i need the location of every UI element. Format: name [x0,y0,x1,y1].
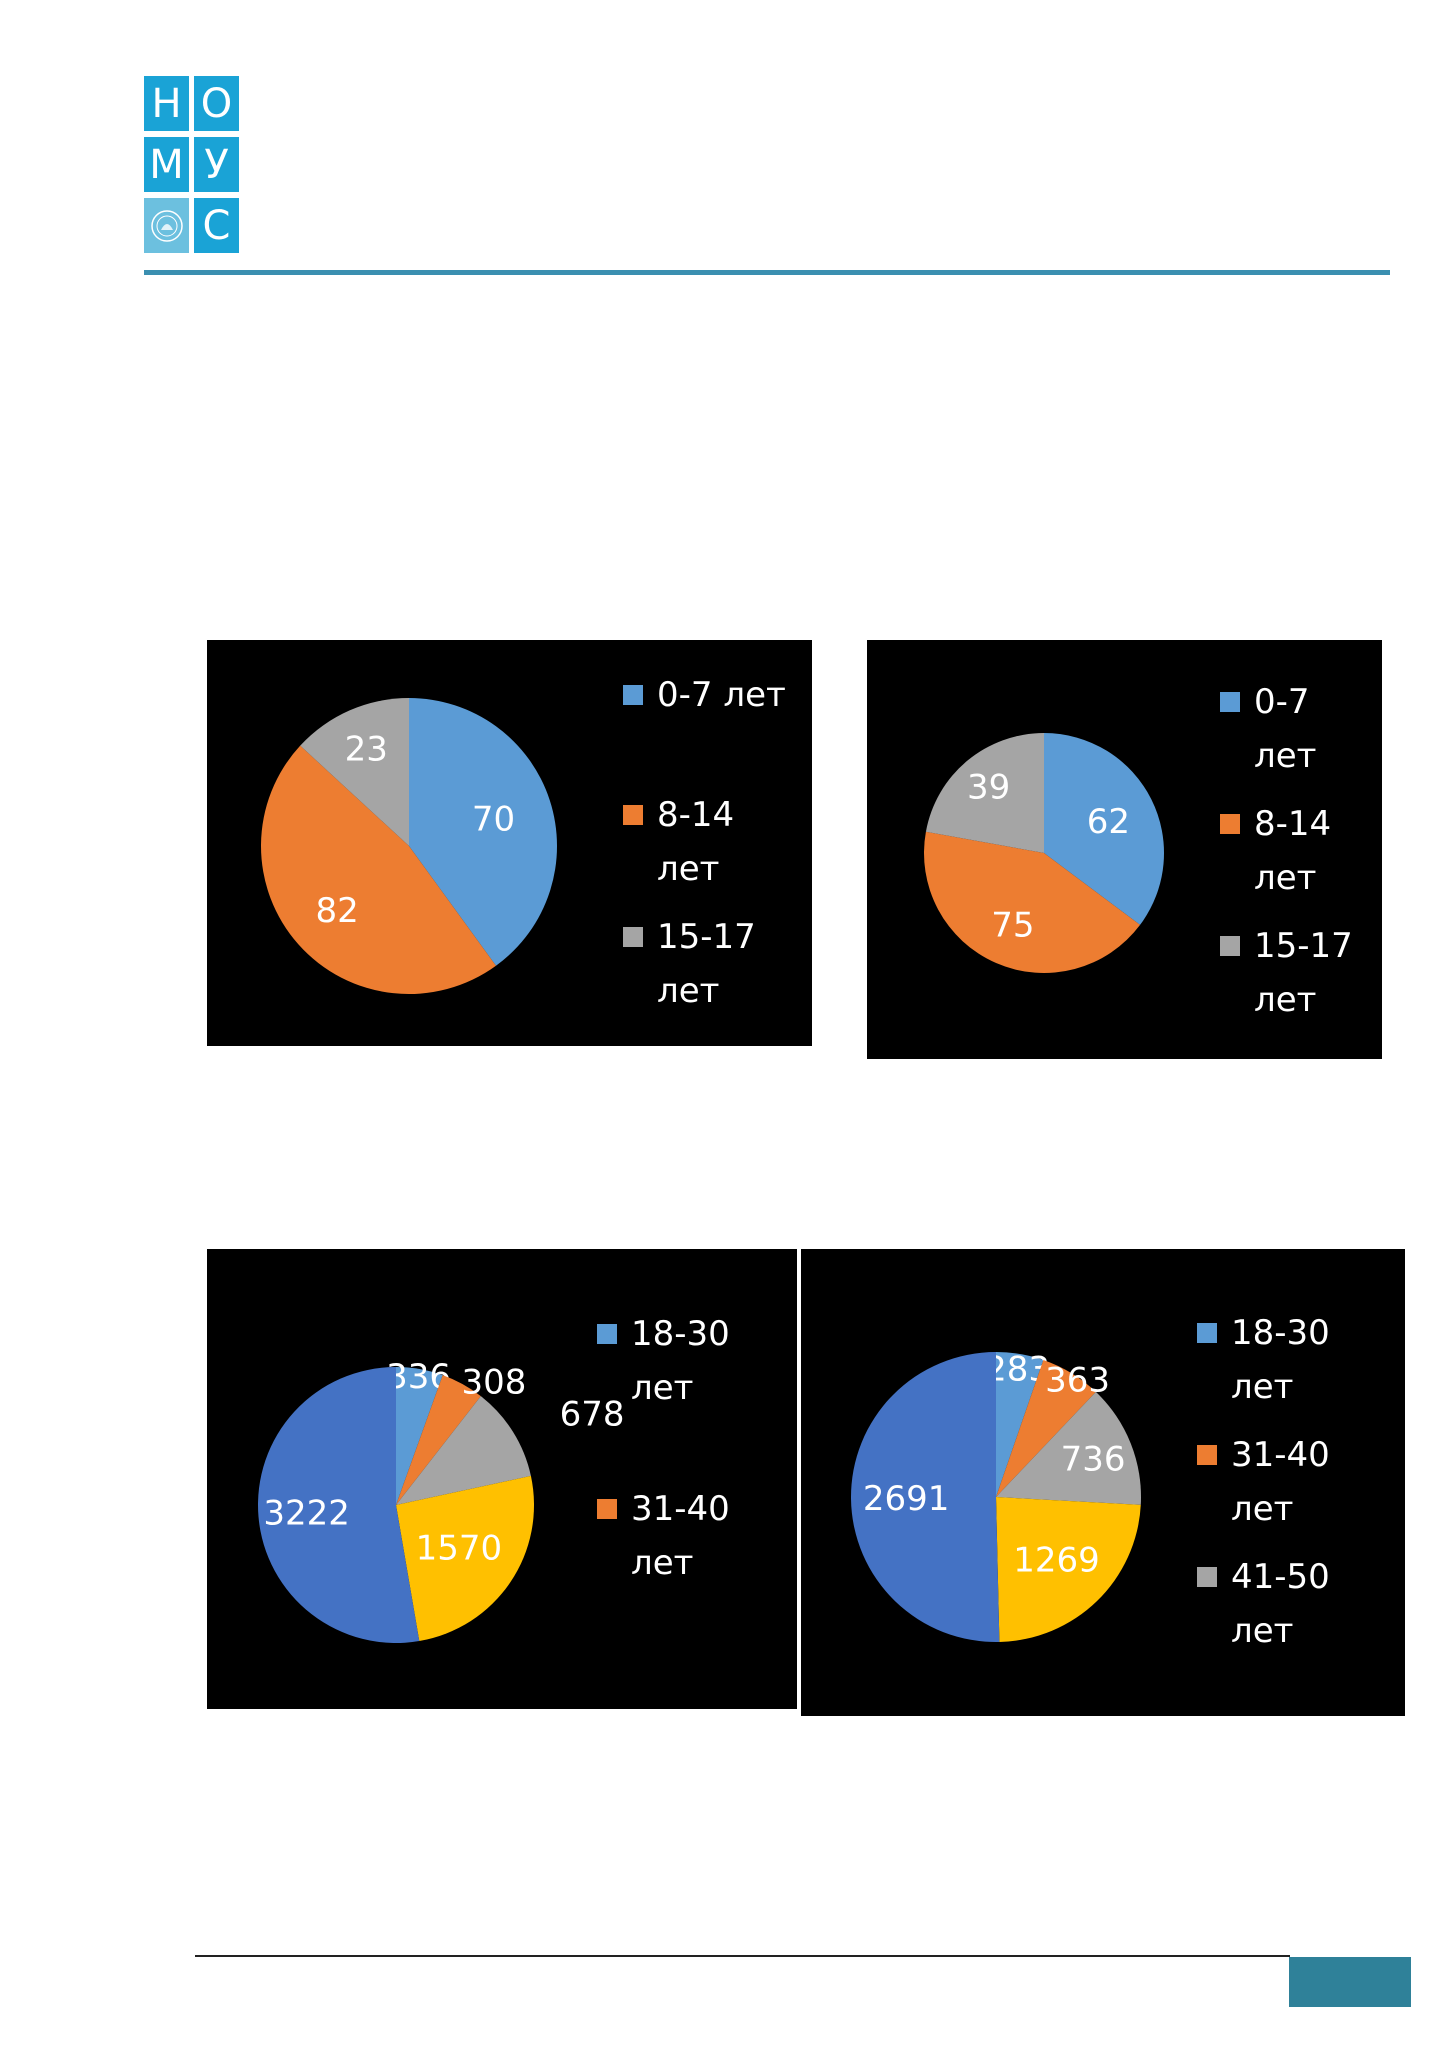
pie-chart-adults-1: 336 308 678 1570 3222 18-30 лет 31-40 лет [207,1249,797,1709]
pie-slice-3 [996,1497,1141,1642]
slice-value-label-3: 1570 [416,1529,503,1569]
pie-slice-4 [850,1352,1000,1642]
pie-chart-children-2: 62 75 39 0-7 лет 8-14 лет 15-17 лет [867,640,1382,1059]
pie-slice-0 [409,698,557,966]
pie-slice-2 [996,1391,1141,1505]
legend-swatch [623,805,643,825]
pie-slice-0 [996,1352,1044,1497]
legend-label: 8-14 лет [1254,804,1332,898]
legend-swatch [623,927,643,947]
pie-slice-2 [300,698,409,846]
logo-letter-u: У [194,137,239,192]
slice-value-label-4: 2691 [863,1479,950,1519]
slice-value-label-2: 39 [967,768,1010,808]
pie-slice-0 [396,1367,443,1505]
pie-slice-2 [925,733,1044,853]
header-rule [144,270,1390,275]
logo-letter-s: С [194,198,239,253]
slice-value-label-2: 678 [560,1394,625,1434]
slice-value-label-3: 1269 [1013,1540,1100,1580]
legend-swatch [1197,1445,1217,1465]
legend-label: 31-40 лет [1231,1435,1330,1529]
slice-value-label-1: 363 [1045,1360,1110,1400]
legend-swatch [1197,1567,1217,1587]
pie-chart-2-svg: 62 75 39 [924,733,1164,974]
slice-value-label-1: 75 [991,906,1034,946]
legend-label: 15-17 лет [657,917,756,1011]
legend-label: 41-50 лет [1231,1557,1330,1651]
slice-value-label-1: 308 [461,1363,526,1403]
legend-label: 31-40 лет [631,1489,730,1583]
legend-swatch [1220,814,1240,834]
legend-label: 8-14 лет [657,795,735,889]
logo-letter-n: Н [144,76,189,131]
pie-slice-0 [1044,733,1164,925]
legend-swatch [623,685,643,705]
slice-value-label-2: 736 [1061,1439,1126,1479]
legend-swatch [1197,1323,1217,1343]
slice-value-label-2: 23 [345,729,388,769]
pie-chart-children-1: 70 82 23 0-7 лет 8-14 лет 15-17 лет [207,640,812,1046]
slice-value-label-0: 62 [1087,802,1130,842]
legend-label: 0-7 лет [657,675,786,715]
nomus-logo: Н О М У С [144,76,240,256]
chart-divider [797,1260,801,1728]
slice-value-label-0: 70 [472,800,515,840]
footer-rule [195,1955,1290,1957]
legend-swatch [1220,936,1240,956]
page-number-tab [1289,1957,1411,2007]
logo-letter-m: М [144,137,189,192]
pie-slice-4 [258,1367,420,1643]
legend-swatch [597,1324,617,1344]
pie-slice-1 [996,1359,1096,1497]
legend-label: 0-7 лет [1254,682,1317,776]
pie-slice-1 [396,1375,481,1505]
legend-label: 18-30 лет [631,1314,730,1408]
legend-label: 18-30 лет [1231,1313,1330,1407]
pie-slice-2 [396,1396,531,1505]
pie-chart-adults-2: 283 363 736 1269 2691 18-30 лет 31-40 лет 41-50 л… [801,1249,1405,1716]
legend-swatch [1220,692,1240,712]
pie-slice-3 [396,1475,534,1642]
pie-chart-1-svg: 70 82 23 [260,698,557,995]
legend-swatch [597,1499,617,1519]
logo-letter-o: О [194,76,239,131]
emblem-seal-icon [144,198,189,253]
pie-slice-1 [260,745,496,995]
legend-label: 15-17 лет [1254,926,1353,1020]
slice-value-label-4: 3222 [263,1494,350,1534]
slice-value-label-1: 82 [315,891,358,931]
pie-slice-1 [924,831,1141,974]
